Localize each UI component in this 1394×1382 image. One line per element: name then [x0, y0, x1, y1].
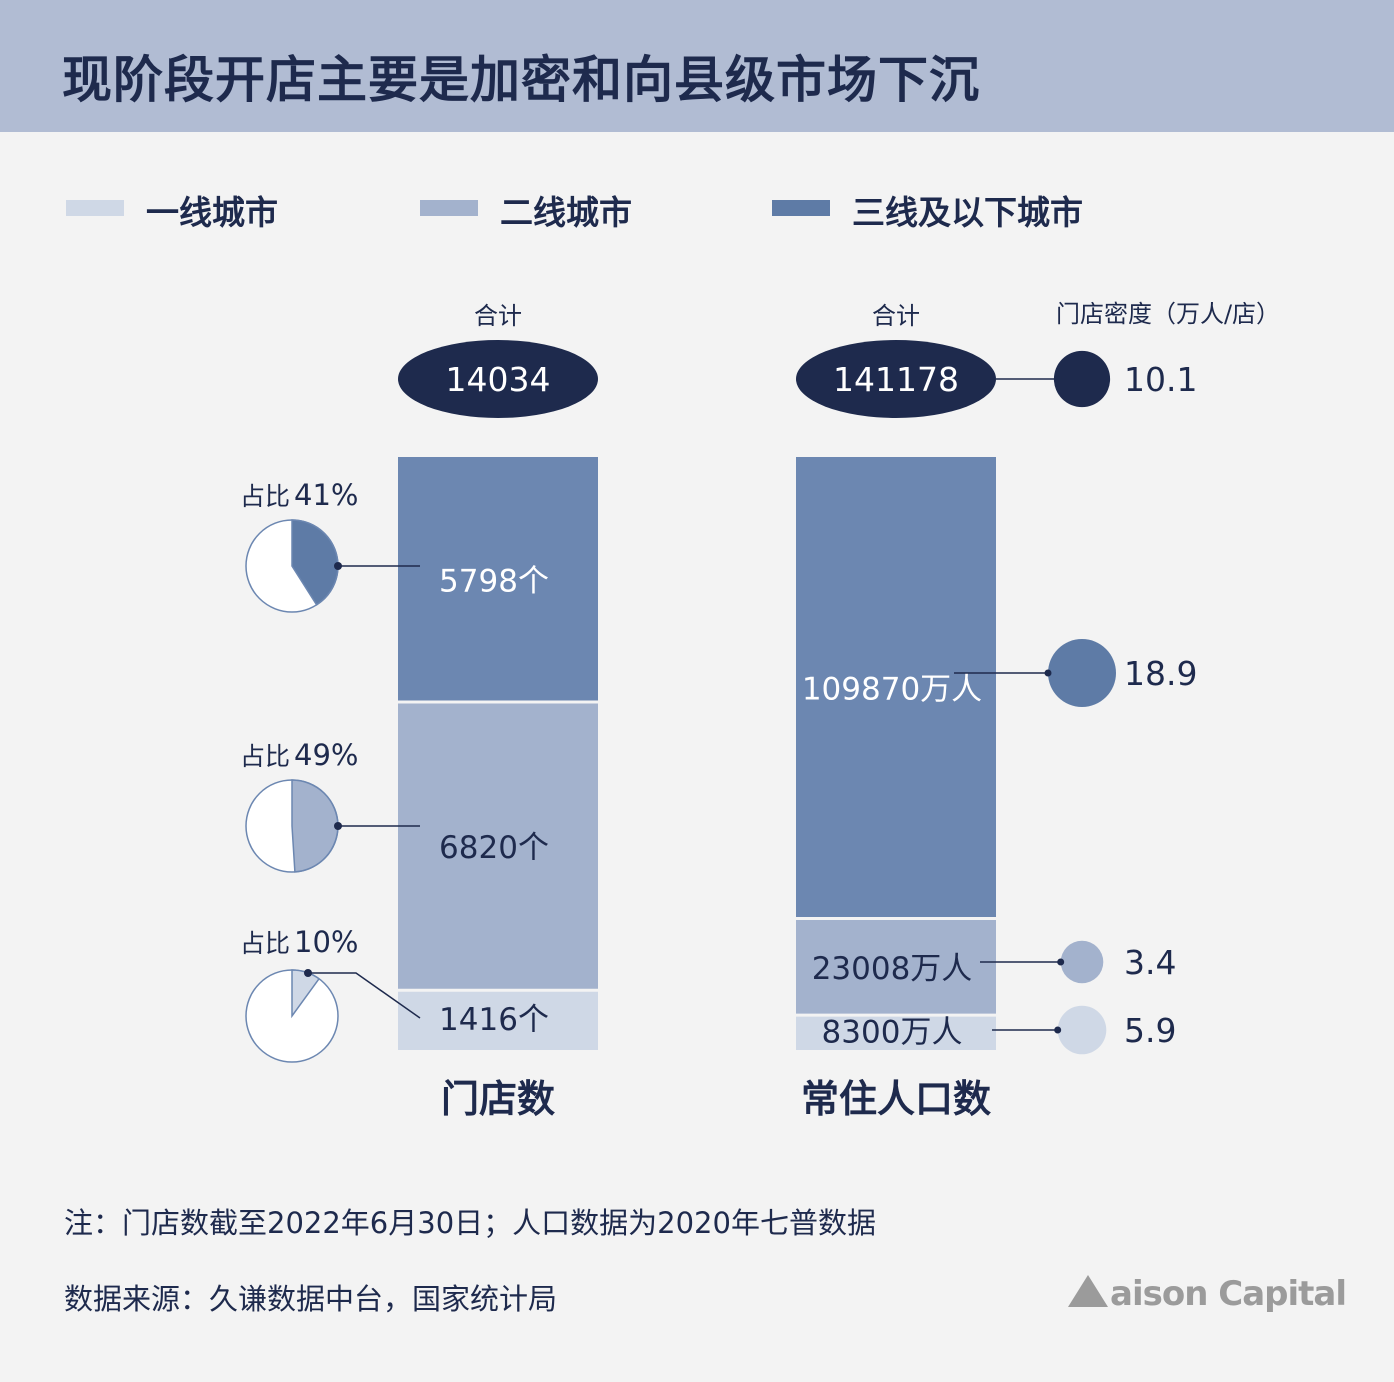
legend-swatch-tier2	[420, 200, 478, 216]
bar-segment-stores-tier3	[398, 457, 598, 702]
legend-label-tier1: 一线城市	[146, 193, 278, 232]
value-label-tier3: 5798个	[439, 564, 549, 600]
density-bubble-tier2	[1060, 940, 1104, 984]
share-caption-tier2: 占比	[240, 742, 290, 771]
brand-name: aison Capital	[1110, 1274, 1347, 1314]
value-label-tier1: 1416个	[439, 1002, 549, 1038]
density-bubble-total	[1053, 350, 1111, 408]
legend-swatch-tier1	[66, 200, 124, 216]
footnote: 注：门店数截至2022年6月30日；人口数据为2020年七普数据	[64, 1206, 876, 1240]
total-ellipse	[796, 340, 996, 418]
density-connector-dot-tier2	[1057, 958, 1065, 966]
density-bubble-tier3	[1048, 639, 1116, 707]
total-value: 141178	[833, 360, 959, 399]
page-title: 现阶段开店主要是加密和向县级市场下沉	[62, 51, 980, 109]
total-caption: 合计	[474, 302, 522, 330]
bar-segment-stores-tier1	[398, 990, 598, 1050]
total-value: 14034	[446, 360, 551, 399]
share-value-tier2: 49%	[294, 738, 358, 772]
density-connector-dot-tier1	[1054, 1026, 1062, 1034]
share-value-tier3: 41%	[294, 478, 358, 512]
share-callout-dot-tier3	[334, 562, 342, 570]
legend-label-tier2: 二线城市	[500, 193, 632, 232]
density-value-tier2: 3.4	[1124, 943, 1176, 982]
axis-label: 常住人口数	[801, 1077, 991, 1121]
share-pie-slice-tier3	[291, 519, 339, 606]
share-callout-line-tier1	[308, 972, 421, 1019]
legend-swatch-tier3	[772, 200, 830, 216]
density-connector-dot-tier3	[1044, 669, 1052, 677]
density-connector-dot-total	[1054, 375, 1062, 383]
value-label-tier2: 23008万人	[812, 951, 973, 987]
total-caption: 合计	[872, 302, 920, 330]
total-ellipse	[398, 340, 598, 418]
share-callout-dot-tier1	[304, 969, 312, 977]
density-value-total: 10.1	[1124, 360, 1197, 399]
brand-logo: aison Capital	[1068, 1274, 1347, 1318]
bar-segment-stores-tier2	[398, 702, 598, 991]
bar-segment-population-tier1	[796, 1015, 996, 1050]
share-caption-tier1: 占比	[240, 929, 290, 958]
axis-label: 门店数	[441, 1077, 555, 1121]
share-caption-tier3: 占比	[240, 482, 290, 511]
source-note: 数据来源：久谦数据中台，国家统计局	[64, 1282, 558, 1316]
bar-segment-population-tier2	[796, 918, 996, 1016]
share-value-tier1: 10%	[294, 925, 358, 959]
share-pie-slice-tier2	[291, 779, 339, 873]
value-label-tier2: 6820个	[439, 830, 549, 866]
title-banner: 现阶段开店主要是加密和向县级市场下沉	[0, 0, 1394, 132]
value-label-tier3: 109870万人	[802, 672, 982, 708]
brand-mark-icon	[1068, 1275, 1108, 1307]
bar-segment-population-tier3	[796, 457, 996, 919]
density-bubble-tier1	[1057, 1005, 1107, 1055]
density-value-tier3: 18.9	[1124, 654, 1197, 693]
value-label-tier1: 8300万人	[822, 1015, 963, 1051]
density-caption: 门店密度（万人/店）	[1056, 300, 1280, 328]
legend-label-tier3: 三线及以下城市	[852, 193, 1083, 232]
density-value-tier1: 5.9	[1124, 1011, 1176, 1050]
share-callout-dot-tier2	[334, 822, 342, 830]
